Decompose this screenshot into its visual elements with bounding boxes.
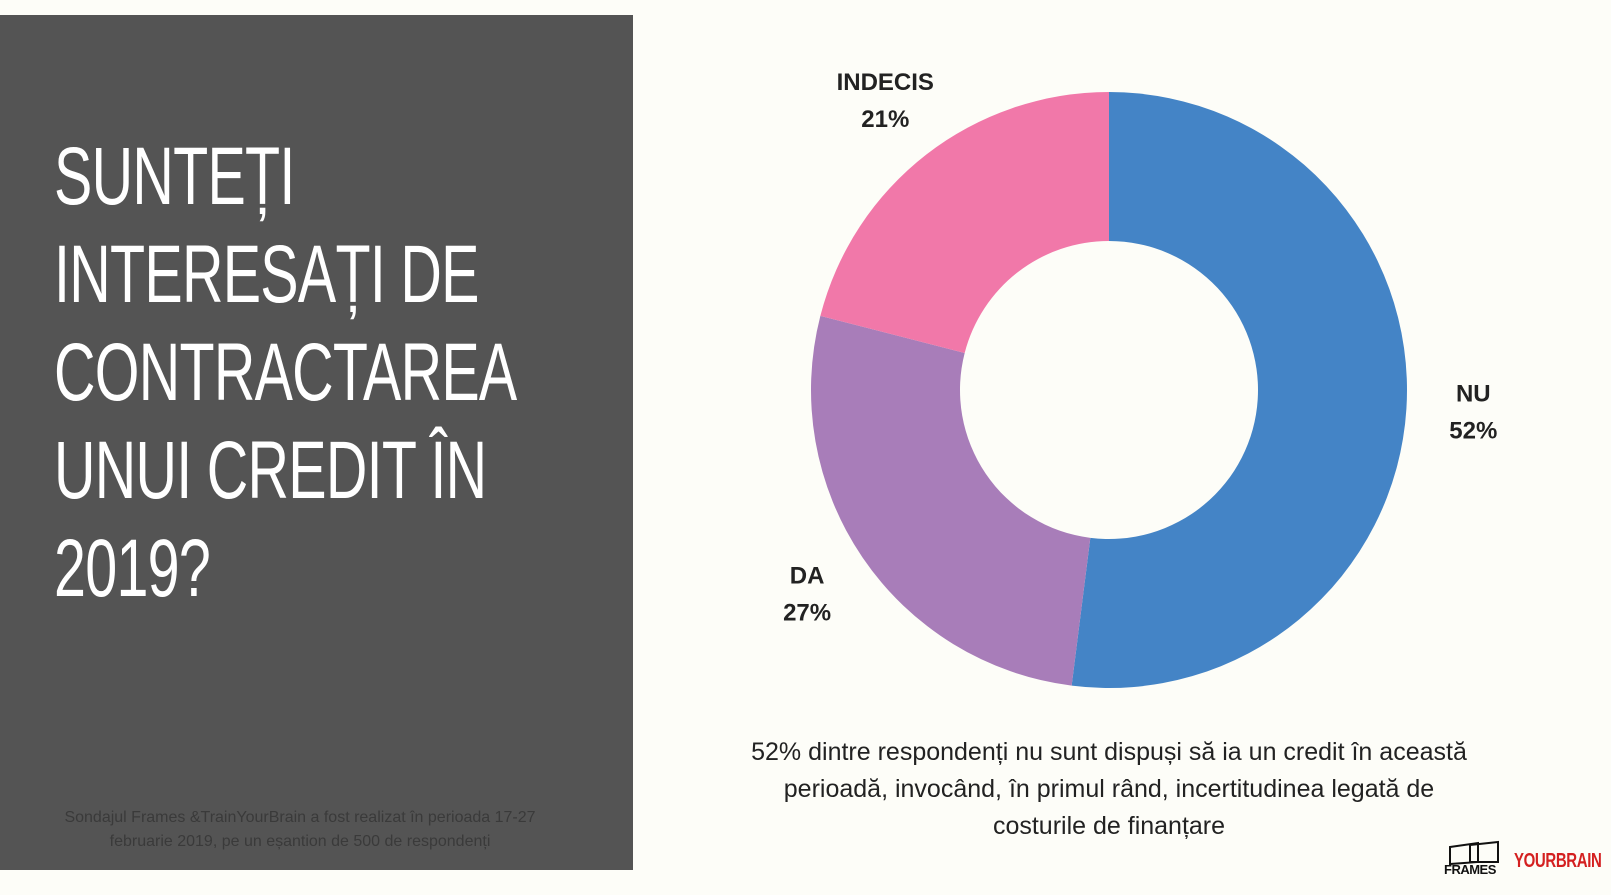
title-panel (0, 15, 633, 870)
frames-logo-icon (1449, 840, 1499, 866)
pie-slice (1071, 92, 1407, 688)
frames-logo: FRAMES (1444, 862, 1496, 877)
caption: 52% dintre respondenți nu sunt dispuși s… (751, 738, 1467, 840)
trainyourbrain-logo: YOURBRAIN (1514, 850, 1602, 872)
value-label: 21% (861, 106, 909, 133)
pie-slice (820, 92, 1109, 353)
footnote: Sondajul Frames &TrainYourBrain a fost r… (64, 809, 536, 850)
slice-label: DA (790, 563, 825, 590)
value-label: 52% (1449, 417, 1497, 444)
chart-title: SUNTEȚI INTERESAȚI DE CONTRACTAREA UNUI … (54, 131, 514, 614)
slice-label: NU (1456, 380, 1491, 407)
value-label: 27% (783, 600, 831, 627)
slice-label: INDECIS (837, 69, 934, 96)
pie-slice (810, 315, 1091, 686)
